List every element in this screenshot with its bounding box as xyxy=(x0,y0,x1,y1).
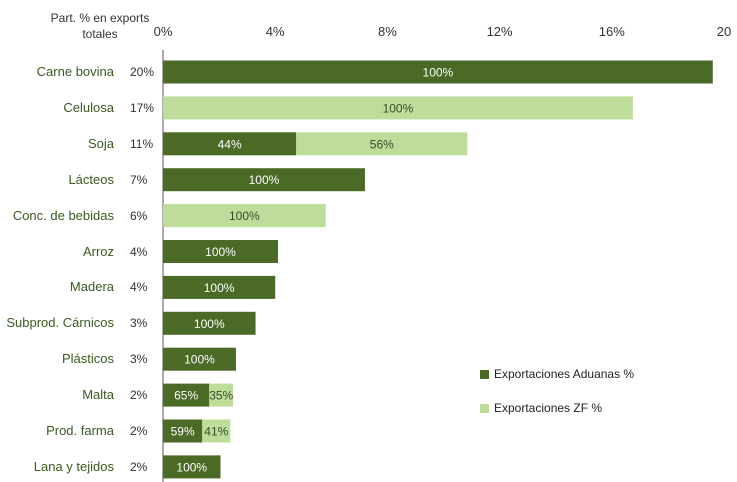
data-label: 35% xyxy=(209,389,233,403)
category-label: Madera xyxy=(69,279,114,295)
category-label: Plásticos xyxy=(61,351,114,367)
share-label: 2% xyxy=(130,424,148,438)
data-label: 56% xyxy=(370,137,394,151)
legend-item: Exportaciones Aduanas % xyxy=(480,367,634,381)
share-label: 2% xyxy=(130,388,148,403)
legend-item: Exportaciones ZF % xyxy=(480,401,602,415)
share-label: 3% xyxy=(130,352,148,367)
bar-segment xyxy=(163,132,297,156)
data-label: 100% xyxy=(205,245,236,259)
category-label: Lácteos xyxy=(68,171,114,187)
share-label: 3% xyxy=(130,316,148,331)
data-label: 100% xyxy=(249,173,280,187)
x-tick-label: 12% xyxy=(486,24,513,39)
data-label: 100% xyxy=(176,460,207,474)
category-label: Malta xyxy=(82,387,114,403)
category-label: Soja xyxy=(87,135,114,151)
category-label: Conc. de bebidas xyxy=(12,207,114,223)
bar-segment xyxy=(163,419,203,443)
bar-segment xyxy=(296,132,468,156)
data-label: 100% xyxy=(423,66,454,80)
bar-segment xyxy=(163,96,633,120)
data-label: 100% xyxy=(383,101,414,115)
share-label: 4% xyxy=(130,280,148,295)
category-label: Carne bovina xyxy=(36,64,114,79)
data-label: 65% xyxy=(174,389,198,403)
bar-segment xyxy=(163,60,713,84)
bar-segment xyxy=(163,347,236,371)
category-label: Arroz xyxy=(82,243,114,259)
bar-segment xyxy=(163,311,256,335)
x-tick-label: 16% xyxy=(598,24,625,39)
share-label: 6% xyxy=(130,208,148,223)
data-label: 59% xyxy=(171,425,195,439)
share-label: 4% xyxy=(130,244,148,259)
x-tick-label: 4% xyxy=(265,24,285,39)
share-label: 2% xyxy=(130,459,148,474)
data-label: 44% xyxy=(218,137,242,151)
data-label: 100% xyxy=(229,209,260,223)
category-label: Lana y tejidos xyxy=(33,458,114,474)
legend-swatch xyxy=(480,369,489,379)
header-label: Part. % en exports totales xyxy=(50,11,150,41)
x-tick-label: 0% xyxy=(153,24,173,39)
category-label: Subprod. Cárnicos xyxy=(6,315,114,331)
data-label: 100% xyxy=(184,353,215,367)
bar-segment xyxy=(202,419,231,443)
legend-swatch xyxy=(480,403,489,413)
data-label: 41% xyxy=(204,425,228,439)
bar-segment xyxy=(163,240,279,263)
x-tick-label: 20 xyxy=(716,24,732,39)
bar-segment xyxy=(163,168,365,192)
share-label: 7% xyxy=(130,172,148,187)
legend-label: Exportaciones Aduanas % xyxy=(494,367,635,381)
bar-segment xyxy=(163,204,326,228)
bar-segment xyxy=(163,275,276,299)
bar-segment xyxy=(163,455,221,479)
x-tick-label: 8% xyxy=(377,24,397,39)
legend-label: Exportaciones ZF % xyxy=(494,401,603,415)
share-label: 20% xyxy=(130,65,155,79)
share-label: 11% xyxy=(130,136,154,151)
category-label: Prod. farma xyxy=(46,423,114,438)
data-label: 100% xyxy=(204,281,235,295)
category-label: Celulosa xyxy=(63,99,114,115)
bar-segment xyxy=(163,383,210,407)
share-label: 17% xyxy=(130,100,155,115)
bar-segment xyxy=(209,383,234,407)
data-label: 100% xyxy=(194,317,225,331)
